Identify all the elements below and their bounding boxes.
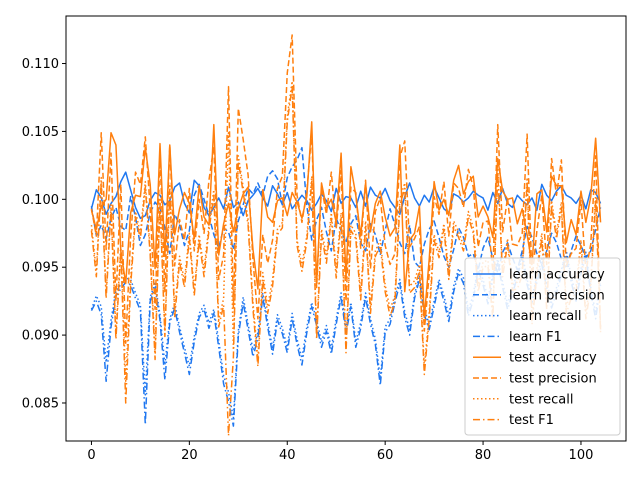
y-tick-label: 0.090 [22,329,59,344]
legend-entry-test-accuracy: test accuracy [473,351,597,366]
x-tick-label: 40 [279,448,296,463]
legend-label: test precision [509,372,597,387]
legend-label: learn accuracy [509,268,605,283]
legend-entry-learn-recall: learn recall [473,309,581,324]
legend-entry-test-f1: test F1 [473,413,554,428]
legend-label: test accuracy [509,351,597,366]
legend-entry-learn-accuracy: learn accuracy [473,268,605,283]
series-line-test-precision [90,34,602,344]
y-tick-label: 0.100 [22,193,59,208]
legend-entry-test-recall: test recall [473,392,574,407]
x-tick-label: 20 [181,448,198,463]
legend-entry-learn-precision: learn precision [473,288,605,303]
legend-label: learn recall [509,309,581,324]
series-line-test-accuracy [90,121,602,319]
y-axis: 0.085 0.090 0.095 0.100 0.105 0.110 [22,57,66,411]
y-tick-label: 0.095 [22,261,59,276]
legend-box [464,257,621,436]
x-tick-label: 100 [569,448,594,463]
y-tick-label: 0.085 [22,396,59,411]
series-line-learn-precision [90,146,602,274]
x-tick-label: 60 [377,448,394,463]
y-tick-label: 0.105 [22,125,59,140]
series-line-learn-accuracy [90,171,602,220]
legend-label: learn F1 [509,330,562,345]
plot-frame [65,15,627,442]
legend-entry-learn-f1: learn F1 [473,330,562,345]
legend-label: test F1 [509,413,554,428]
x-axis: 0 20 40 60 80 100 [87,441,593,463]
legend-label: learn precision [509,288,605,303]
legend: learn accuracy learn precision learn recal… [464,257,621,436]
x-tick-label: 0 [87,448,95,463]
x-tick-label: 80 [475,448,492,463]
y-tick-label: 0.110 [22,57,59,72]
legend-entry-test-precision: test precision [473,372,597,387]
legend-label: test recall [509,392,574,407]
